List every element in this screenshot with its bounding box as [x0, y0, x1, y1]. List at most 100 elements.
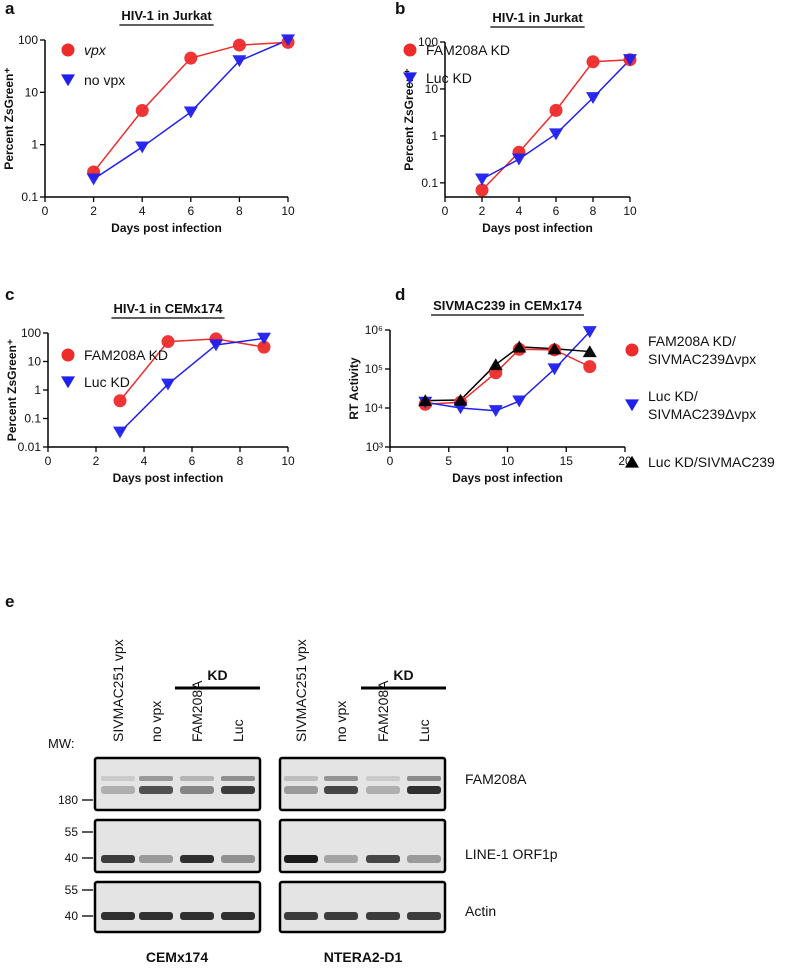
data-point	[257, 340, 271, 354]
series-line	[481, 59, 631, 180]
legend-label: Luc KD/SIVMAC239	[648, 454, 775, 470]
data-point	[281, 34, 295, 47]
data-point	[583, 360, 597, 374]
blot-band	[139, 776, 173, 781]
data-point	[232, 55, 247, 68]
blot-band	[139, 786, 173, 794]
y-tick-label: 0.01	[18, 440, 42, 454]
x-tick-label: 2	[90, 204, 97, 218]
blot-band	[101, 786, 135, 794]
x-tick-label: 15	[560, 454, 574, 468]
blot-band	[284, 776, 318, 781]
legend-line: SIVMAC239Δvpx	[648, 351, 756, 367]
chart-title: HIV-1 in Jurkat	[492, 10, 583, 25]
blot-band	[180, 786, 214, 794]
y-tick-label: 0.1	[24, 412, 41, 426]
panel-label: b	[395, 0, 405, 18]
legend-label: vpx	[84, 42, 107, 58]
y-tick-label: 0.1	[21, 190, 38, 204]
chart-title: HIV-1 in Jurkat	[121, 8, 212, 23]
band-label: FAM208A	[465, 771, 527, 787]
x-tick-label: 10	[501, 454, 515, 468]
y-tick-label: 0.1	[421, 176, 438, 190]
y-tick-label: 10³	[366, 440, 383, 454]
x-tick-label: 10	[623, 204, 637, 218]
legend-label: FAM208A KD	[426, 42, 510, 58]
blot-band	[221, 855, 255, 863]
y-axis-label: RT Activity	[347, 357, 361, 420]
y-tick-label: 10	[25, 85, 39, 99]
x-tick-label: 4	[516, 204, 523, 218]
kd-label: KD	[393, 667, 413, 683]
data-point	[488, 405, 503, 418]
data-point	[183, 106, 198, 119]
blot-band	[101, 855, 135, 863]
legend-marker	[61, 43, 75, 57]
legend-label: FAM208A KD	[84, 347, 168, 363]
blot-band	[221, 786, 255, 794]
band-label: Actin	[465, 903, 496, 919]
data-point	[418, 394, 433, 407]
y-tick-label: 10⁵	[365, 362, 383, 376]
x-tick-label: 8	[237, 454, 244, 468]
data-point	[512, 153, 526, 166]
legend-marker	[625, 343, 639, 357]
x-tick-label: 5	[445, 454, 452, 468]
data-point	[549, 128, 563, 141]
data-point	[257, 332, 271, 345]
blot-band	[366, 786, 400, 794]
data-point	[113, 394, 127, 408]
legend-marker	[625, 455, 639, 468]
x-tick-label: 2	[479, 204, 486, 218]
cell-line-label: NTERA2-D1	[324, 949, 403, 965]
legend-label: no vpx	[84, 72, 125, 88]
blot-band	[324, 855, 358, 863]
y-axis-label: Percent ZsGreen⁺	[402, 68, 416, 170]
legend-line: SIVMAC239Δvpx	[648, 406, 756, 422]
lane-label: Luc	[416, 719, 432, 742]
x-axis-label: Days post infection	[113, 471, 224, 485]
data-point	[161, 335, 175, 349]
mw-value: 40	[65, 909, 79, 923]
y-tick-label: 10	[425, 82, 439, 96]
y-tick-label: 10⁴	[364, 401, 383, 415]
blot-band	[366, 912, 400, 920]
blot-band	[180, 855, 214, 863]
blot-band	[139, 912, 173, 920]
blot-band	[407, 786, 441, 794]
legend-marker	[61, 376, 75, 389]
lane-label: no vpx	[333, 701, 349, 742]
blot-band	[324, 912, 358, 920]
cell-line-label: CEMx174	[146, 949, 208, 965]
data-point	[586, 92, 600, 105]
band-label: LINE-1 ORF1p	[465, 846, 558, 862]
data-point	[623, 54, 637, 66]
y-tick-label: 1	[431, 129, 438, 143]
blot-band	[180, 912, 214, 920]
data-point	[161, 378, 175, 391]
blot-band	[407, 912, 441, 920]
x-tick-label: 0	[45, 454, 52, 468]
data-point	[209, 339, 223, 352]
data-point	[512, 340, 527, 353]
legend-line: FAM208A KD/	[648, 333, 736, 349]
kd-label: KD	[207, 667, 227, 683]
data-point	[547, 342, 562, 355]
blot-band	[284, 855, 318, 863]
legend-label: Luc KD	[426, 70, 472, 86]
legend-label: Luc KD	[84, 374, 130, 390]
blot-image	[93, 880, 262, 934]
lane-label: Luc	[230, 719, 246, 742]
lane-label: FAM208A	[375, 680, 391, 742]
data-point	[582, 326, 597, 339]
y-tick-label: 10	[28, 355, 42, 369]
x-tick-label: 8	[590, 204, 597, 218]
data-point	[184, 51, 198, 65]
x-axis-label: Days post infection	[452, 471, 563, 485]
data-point	[512, 395, 527, 408]
blot-band	[407, 776, 441, 781]
y-tick-label: 100	[18, 33, 38, 47]
lane-label: FAM208A	[189, 680, 205, 742]
data-point	[453, 393, 468, 406]
blot-image	[93, 756, 262, 812]
